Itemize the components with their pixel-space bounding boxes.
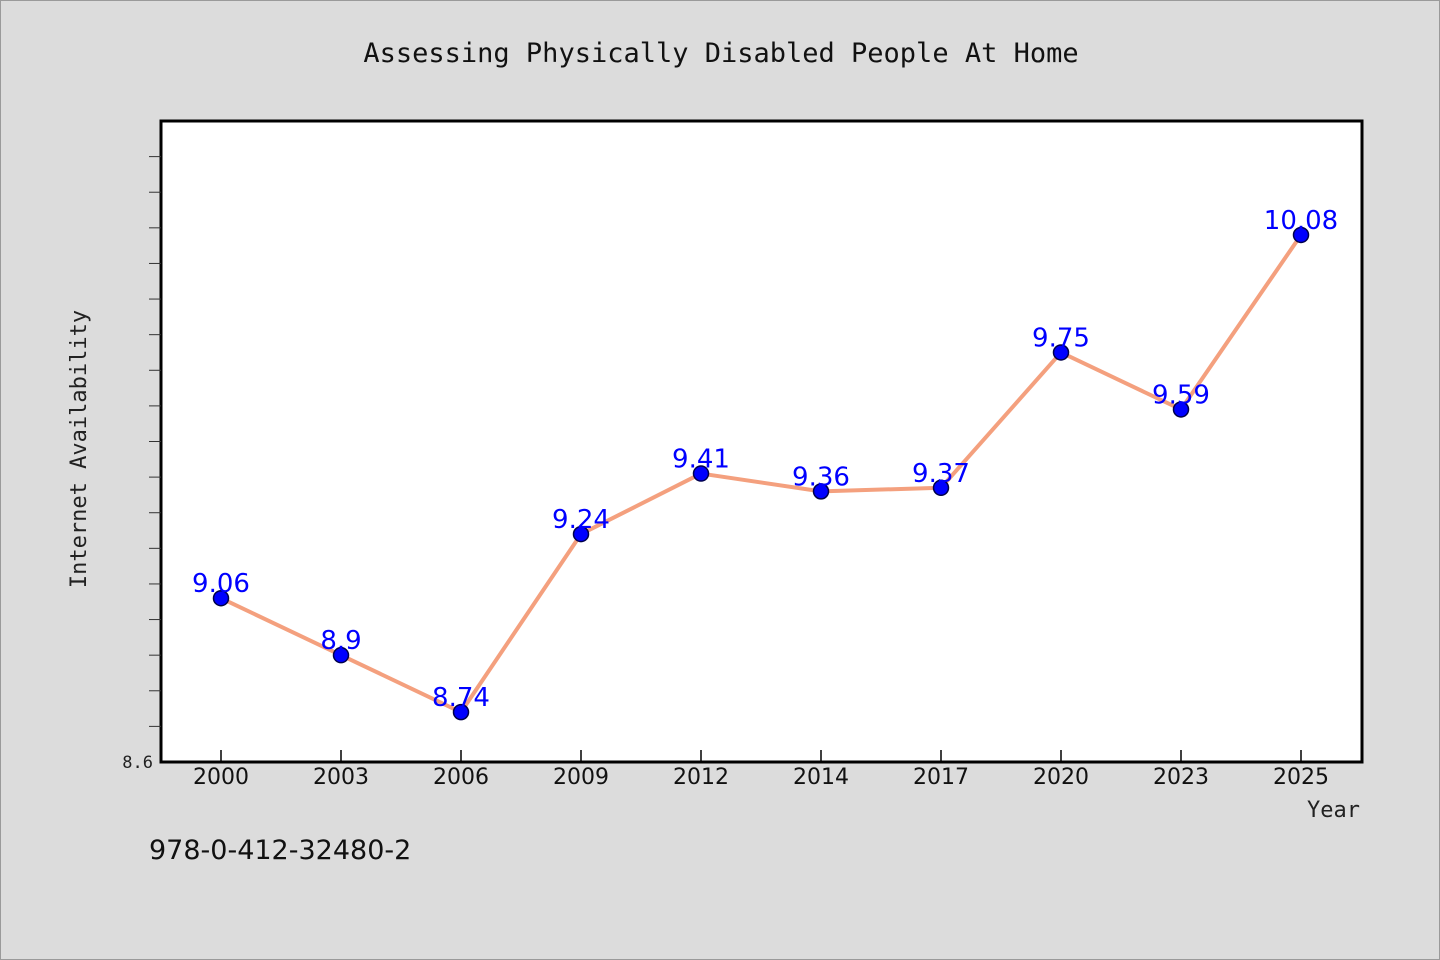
data-point [572,525,590,543]
x-axis-ticks: 2000 2003 2006 2009 2012 2014 2017 2020 2023 2025 [193,750,1329,790]
data-label: 9.06 [192,569,250,599]
x-axis-label: Year [1307,798,1360,823]
x-tick-label: 2014 [793,765,849,790]
series-line [219,232,1303,715]
y-axis-label: Internet Availability [67,310,92,588]
x-tick-label: 2012 [673,765,729,790]
x-tick-label: 2017 [913,765,969,790]
data-point [692,465,710,482]
x-tick-label: 2009 [553,765,609,790]
x-tick-label: 2025 [1273,765,1329,790]
x-tick-label: 2020 [1033,765,1089,790]
data-label: 9.37 [912,459,970,489]
data-point [212,589,230,607]
data-label: 9.24 [552,505,610,535]
isbn-footer: 978-0-412-32480-2 [149,835,412,866]
data-point [1052,344,1070,361]
data-point [332,646,350,664]
chart-title: Assessing Physically Disabled People At … [363,38,1078,69]
x-tick-label: 2006 [433,765,489,790]
series-line-group [219,232,1303,715]
x-tick-label: 2003 [313,765,369,790]
data-label: 9.75 [1032,323,1090,353]
data-point [932,479,950,497]
data-point [1292,226,1310,244]
data-label: 9.59 [1152,380,1210,410]
data-point [452,703,470,721]
data-label: 9.36 [792,462,850,492]
y-axis-ticks: 8.6 [122,156,161,773]
x-tick-label: 2023 [1153,765,1209,790]
plot-area [159,119,1364,764]
y-tick-label: 8.6 [122,753,153,773]
data-point [1172,401,1190,418]
data-labels: 9.06 8.9 8.74 9.24 9.41 9.36 9.37 9.75 9.59 10.08 [192,206,1338,713]
data-label: 8.74 [432,683,490,713]
data-label: 8.9 [320,626,361,656]
data-label: 9.41 [672,445,730,475]
data-label: 10.08 [1264,206,1338,236]
x-tick-label: 2000 [193,765,249,790]
data-point [812,483,830,500]
data-markers [212,226,1310,721]
